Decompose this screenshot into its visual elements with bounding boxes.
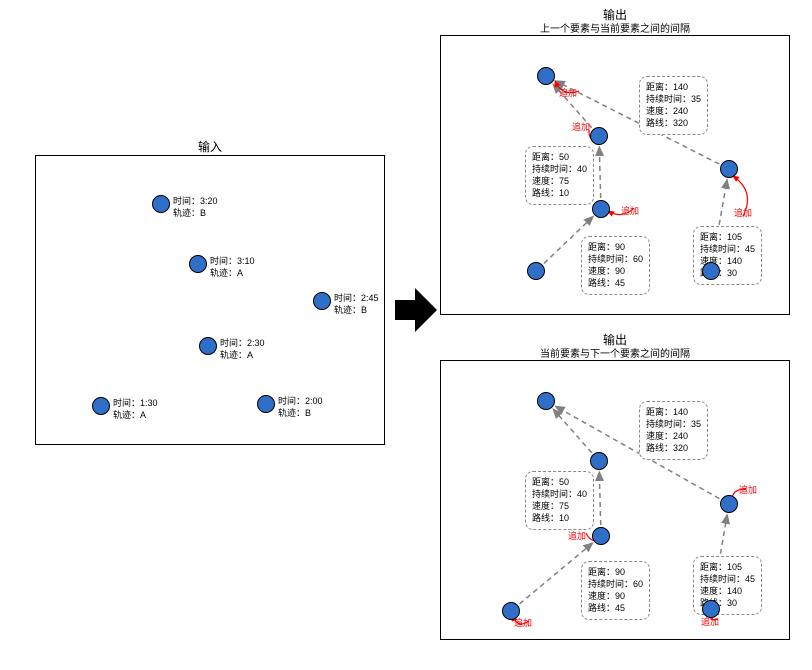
add-label: 追加	[572, 120, 590, 133]
out-node	[527, 262, 545, 280]
info-box: 距离：140持续时间：35速度：240路线：320	[639, 401, 708, 460]
input-node	[152, 195, 170, 213]
diagram-root: 输入 时间：3:20轨迹：B 时间：3:10轨迹：A 时间：2:45轨迹：B 时间：2…	[0, 0, 812, 670]
out-node	[537, 392, 555, 410]
input-node-label: 时间：1:30轨迹：A	[113, 398, 158, 421]
info-box: 距离：140持续时间：35速度：240路线：320	[639, 76, 708, 135]
out-node	[720, 495, 738, 513]
out-node	[592, 527, 610, 545]
input-node-label: 时间：2:00轨迹：B	[278, 396, 323, 419]
out-node	[702, 262, 720, 280]
input-node	[189, 255, 207, 273]
info-box: 距离：50持续时间：40速度：75路线：10	[525, 471, 594, 530]
out-top-panel: 距离：140持续时间：35速度：240路线：320 距离：50持续时间：40速度：…	[440, 35, 790, 315]
info-box: 距离：90持续时间：60速度：90路线：45	[581, 236, 650, 295]
input-node	[199, 337, 217, 355]
add-label: 追加	[621, 204, 639, 217]
info-box: 距离：50持续时间：40速度：75路线：10	[525, 146, 594, 205]
out-bottom-subtitle: 当前要素与下一个要素之间的间隔	[440, 345, 790, 360]
input-node-label: 时间：3:20轨迹：B	[173, 196, 218, 219]
input-node-label: 时间：3:10轨迹：A	[210, 256, 255, 279]
out-node	[590, 452, 608, 470]
out-bottom-panel: 距离：140持续时间：35速度：240路线：320 距离：50持续时间：40速度：…	[440, 360, 790, 640]
input-title: 输入	[35, 138, 385, 155]
input-node-label: 时间：2:45轨迹：B	[334, 293, 379, 316]
input-node-label: 时间：2:30轨迹：A	[220, 338, 265, 361]
out-top-subtitle: 上一个要素与当前要素之间的间隔	[440, 20, 790, 35]
flow-arrow	[395, 280, 437, 343]
out-node	[592, 200, 610, 218]
input-panel: 时间：3:20轨迹：B 时间：3:10轨迹：A 时间：2:45轨迹：B 时间：2:30…	[35, 155, 385, 445]
add-label: 追加	[739, 483, 757, 496]
add-label: 追加	[701, 615, 719, 628]
out-node	[590, 127, 608, 145]
input-node	[92, 397, 110, 415]
input-node	[313, 292, 331, 310]
add-label: 追加	[559, 86, 577, 99]
out-node	[537, 67, 555, 85]
add-label: 追加	[568, 529, 586, 542]
out-node	[720, 160, 738, 178]
info-box: 距离：90持续时间：60速度：90路线：45	[581, 561, 650, 620]
input-node	[257, 395, 275, 413]
add-label: 追加	[734, 206, 752, 219]
add-label: 追加	[514, 616, 532, 629]
